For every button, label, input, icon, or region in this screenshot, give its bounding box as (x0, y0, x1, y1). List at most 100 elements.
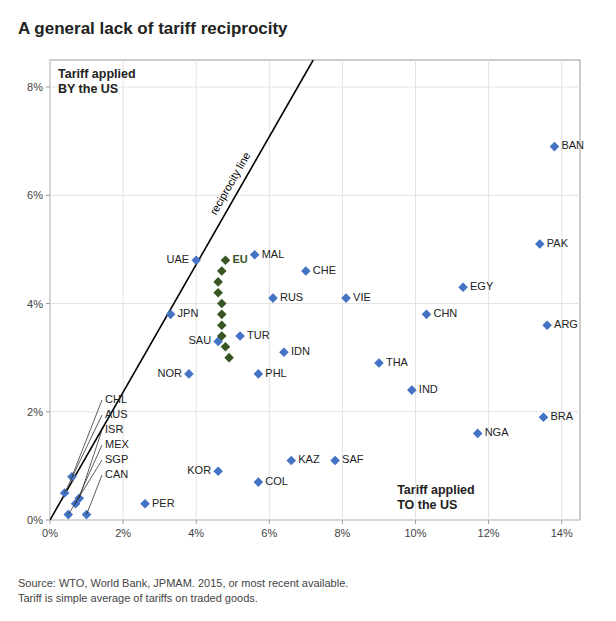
point (407, 385, 417, 395)
point-label: PER (152, 497, 175, 509)
point (217, 320, 227, 330)
tick-label: 4% (188, 527, 204, 539)
tick-mark (46, 195, 50, 196)
text-line: Tariff applied (58, 67, 136, 81)
point (539, 412, 549, 422)
point (250, 250, 260, 260)
point-label: CHE (313, 264, 336, 276)
point-label: NOR (157, 367, 182, 379)
leader-line (87, 475, 102, 515)
point (213, 466, 223, 476)
point (184, 369, 194, 379)
tick-label: 0% (42, 527, 58, 539)
point-label: TUR (247, 329, 270, 341)
point-label: CHL (105, 393, 127, 405)
point (140, 499, 150, 509)
point-label: MAL (262, 248, 285, 260)
grid-line (50, 411, 580, 412)
point-label: JPN (178, 307, 199, 319)
tick-label: 8% (27, 81, 43, 93)
point-label: IDN (291, 345, 310, 357)
tick-mark (196, 520, 197, 524)
point (191, 255, 201, 265)
tick-mark (50, 520, 51, 524)
tick-mark (46, 411, 50, 412)
point-label: KOR (187, 464, 211, 476)
point (213, 277, 223, 287)
point-label: BAN (561, 139, 584, 151)
grid-line (415, 60, 416, 520)
point (330, 456, 340, 466)
point (213, 288, 223, 298)
grid-line (342, 60, 343, 520)
point (224, 353, 234, 363)
grid-line (196, 60, 197, 520)
tick-label: 6% (27, 189, 43, 201)
grid (50, 60, 580, 520)
tick-label: 6% (261, 527, 277, 539)
point (254, 369, 264, 379)
plot-area (50, 60, 559, 520)
point (279, 347, 289, 357)
reference-line (50, 60, 313, 520)
text-line: BY the US (58, 82, 118, 96)
point-label: THA (386, 356, 409, 368)
point-label: VIE (353, 291, 371, 303)
point (166, 310, 176, 320)
tick-mark (269, 520, 270, 524)
grid-line (50, 520, 580, 521)
leader-line (65, 415, 102, 493)
point-label: MEX (105, 438, 130, 450)
tick-label: 2% (27, 406, 43, 418)
point (473, 429, 483, 439)
tick-label: 4% (27, 298, 43, 310)
tick-mark (123, 520, 124, 524)
point-label: KAZ (298, 453, 320, 465)
point (67, 472, 77, 482)
point (217, 266, 227, 276)
point (542, 320, 552, 330)
tick-mark (46, 303, 50, 304)
point-label: NGA (485, 426, 510, 438)
labels: reciprocity lineBANPAKEGYARGCHNTHAINDNGA… (58, 67, 584, 515)
grid-line (50, 60, 51, 520)
point-label: PHL (265, 367, 286, 379)
point (217, 310, 227, 320)
tick-mark (561, 520, 562, 524)
point-label: UAE (167, 253, 190, 265)
point-label: ARG (554, 318, 578, 330)
point-label: CHN (433, 307, 457, 319)
tick-mark (342, 520, 343, 524)
point (550, 142, 560, 152)
text-line: TO the US (397, 498, 457, 512)
point (221, 255, 231, 265)
line-label: reciprocity line (207, 150, 252, 217)
leader-line (72, 400, 102, 477)
annotation: Tariff appliedTO the US (397, 483, 475, 512)
tick-mark (46, 87, 50, 88)
grid-line (50, 303, 580, 304)
grid-line (50, 195, 580, 196)
point-label: SGP (105, 453, 128, 465)
point (221, 342, 231, 352)
grid-line (50, 87, 580, 88)
tick-label: 2% (115, 527, 131, 539)
text-line: Source: WTO, World Bank, JPMAM. 2015, or… (18, 577, 348, 589)
point (286, 456, 296, 466)
tick-mark (488, 520, 489, 524)
point-label: SAU (189, 334, 212, 346)
tick-label: 8% (334, 527, 350, 539)
point-label: COL (265, 475, 288, 487)
grid-line (269, 60, 270, 520)
plot-frame (50, 60, 580, 520)
point-label: CAN (105, 468, 128, 480)
grid-line (561, 60, 562, 520)
leader-line (79, 430, 102, 498)
tick-label: 14% (551, 527, 573, 539)
annotation: Tariff appliedBY the US (58, 67, 136, 96)
tick-label: 12% (478, 527, 500, 539)
point (535, 239, 545, 249)
point (217, 331, 227, 341)
point (235, 331, 245, 341)
point-label: ISR (105, 423, 123, 435)
